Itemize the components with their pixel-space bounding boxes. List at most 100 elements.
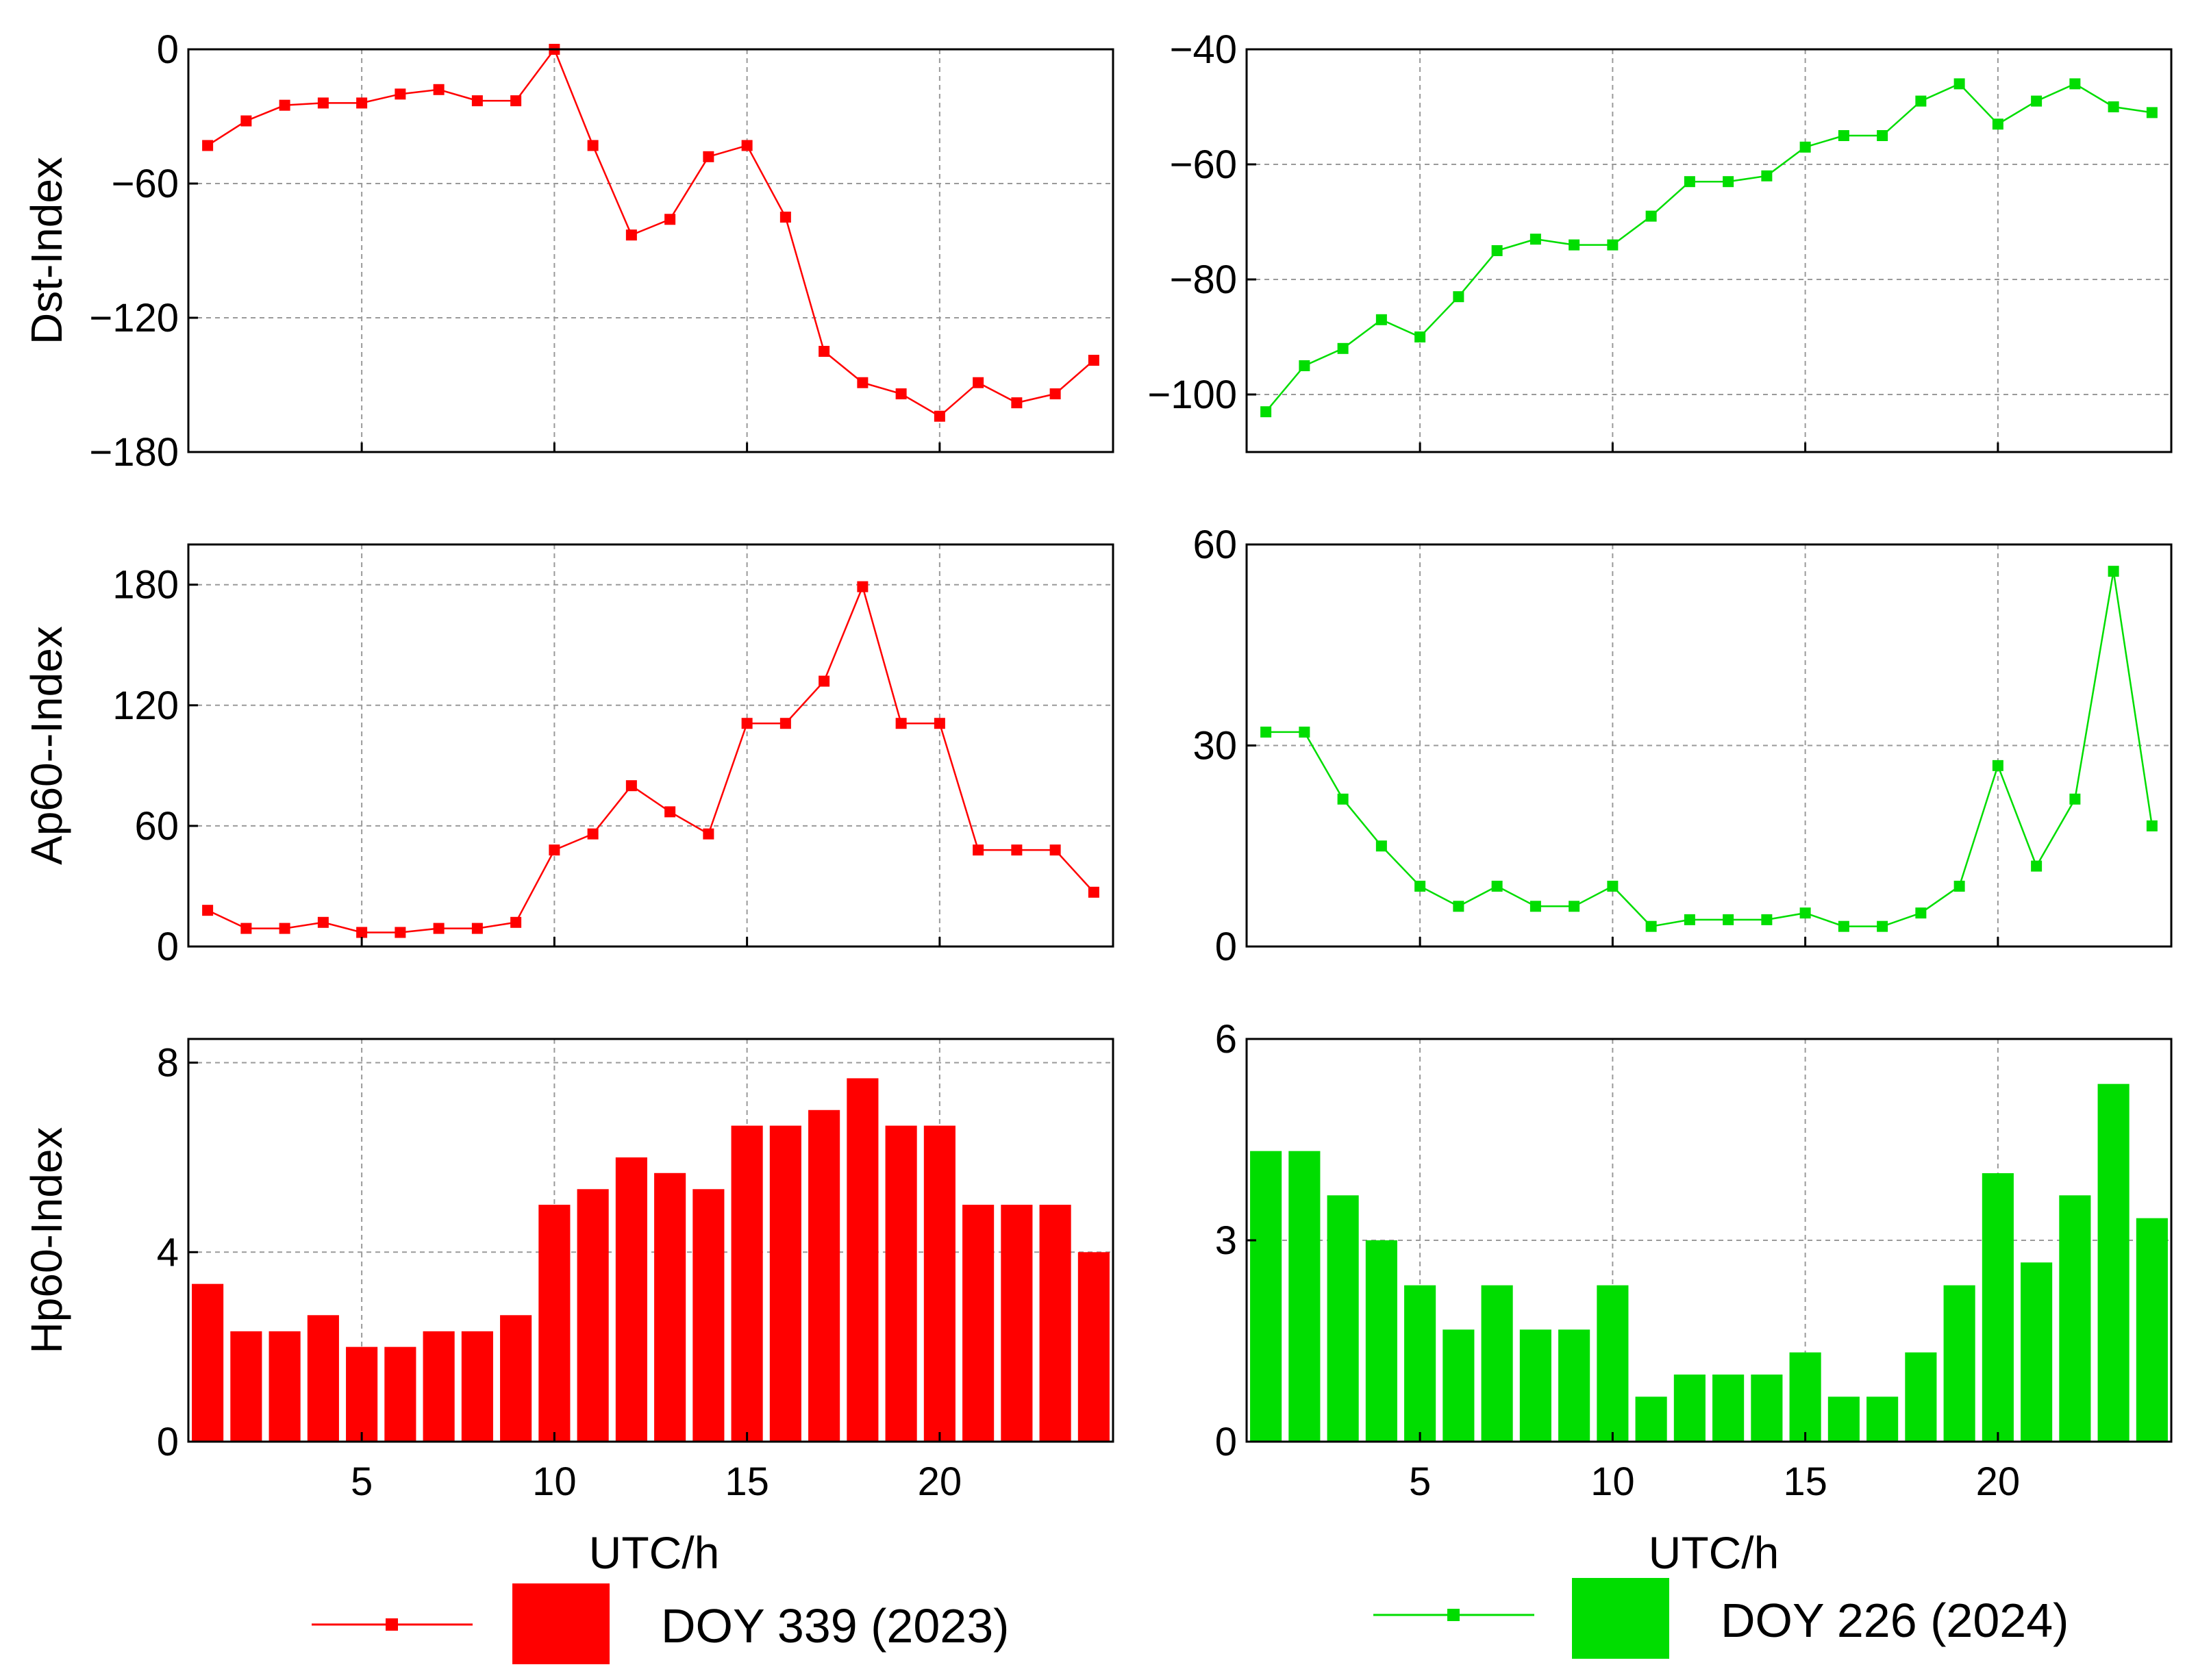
bar (654, 1173, 686, 1442)
y-tick-label: 4 (157, 1230, 179, 1275)
plot-frame (187, 48, 1114, 453)
data-point (2031, 860, 2043, 872)
y-tick-label: 0 (1215, 1420, 1237, 1464)
panel-1-line-chart: 0 −60 −120 −180 Dst-Index (22, 27, 1114, 475)
bar (615, 1157, 647, 1442)
data-point (1011, 844, 1023, 856)
data-point (2146, 107, 2158, 118)
data-point (1453, 291, 1464, 303)
data-point (857, 581, 869, 592)
panel-3-line-chart: 0 60 120 180 Ap60--Index (22, 543, 1114, 969)
series-line (207, 584, 1095, 933)
bar (268, 1331, 301, 1442)
bar (1635, 1396, 1667, 1442)
x-tick-label: 15 (1783, 1459, 1827, 1504)
data-point (1799, 907, 1811, 919)
data-point (741, 140, 753, 151)
bar (1597, 1285, 1629, 1442)
data-point (202, 905, 214, 916)
data-point (1953, 78, 1965, 90)
legend-2023: DOY 339 (2023) (312, 1583, 1009, 1664)
data-point (934, 718, 945, 729)
panel-4-line-chart: 0 30 60 (1192, 523, 2173, 969)
data-point (1414, 331, 1426, 342)
data-point (549, 844, 560, 856)
y-tick-label: −40 (1170, 27, 1237, 72)
data-point (395, 88, 406, 100)
bar (1443, 1329, 1475, 1442)
bar (1365, 1240, 1397, 1442)
data-point (1915, 95, 1927, 107)
y-tick-label: 6 (1215, 1017, 1237, 1062)
y-tick-label: 0 (1215, 925, 1237, 969)
legend-bar-swatch-2024 (1572, 1578, 1669, 1659)
series-line (1266, 571, 2153, 927)
data-point (819, 346, 830, 357)
y-tick-label: 120 (112, 684, 179, 728)
data-point (1011, 397, 1023, 409)
plot-frame (187, 543, 1114, 948)
x-tick-label: 20 (918, 1459, 962, 1504)
data-point (1375, 314, 1387, 325)
bar (1250, 1151, 1282, 1442)
legend-marker-sample-2023 (386, 1618, 398, 1631)
data-point (1761, 170, 1773, 181)
bar (2136, 1218, 2168, 1442)
bar (1519, 1329, 1551, 1442)
bar (500, 1315, 532, 1442)
data-point (741, 718, 753, 729)
legend-label-2023: DOY 339 (2023) (661, 1599, 1009, 1653)
y-axis-title: Dst-Index (22, 157, 71, 344)
data-point (973, 377, 984, 388)
bar (1404, 1285, 1436, 1442)
y-tick-label: −80 (1170, 258, 1237, 302)
data-point (1569, 901, 1580, 912)
bar (2059, 1195, 2091, 1442)
bar (1712, 1375, 1745, 1442)
bar (538, 1205, 571, 1442)
data-point (202, 140, 214, 151)
data-point (1645, 210, 1657, 222)
data-point (1088, 355, 1099, 366)
data-point (1299, 726, 1310, 738)
bar (1751, 1375, 1783, 1442)
data-point (934, 410, 945, 422)
data-point (1877, 130, 1888, 141)
bar (307, 1315, 339, 1442)
y-tick-label: 60 (1192, 523, 1237, 567)
bar (1481, 1285, 1513, 1442)
data-point (857, 377, 869, 388)
data-point (317, 916, 329, 928)
bar (1327, 1195, 1359, 1442)
data-point (395, 927, 406, 938)
x-axis-titles: UTC/h UTC/h (589, 1527, 1779, 1578)
data-point (279, 99, 290, 111)
y-tick-label: −180 (89, 430, 179, 475)
y-tick-label: 180 (112, 563, 179, 607)
bar (1288, 1151, 1321, 1442)
bar (1827, 1396, 1860, 1442)
data-point (1838, 920, 1849, 932)
panel-6-bar-chart: 0 3 6 5 10 15 20 (1215, 1017, 2173, 1504)
data-point (1049, 844, 1061, 856)
data-point (664, 214, 676, 225)
data-point (1375, 840, 1387, 852)
data-point (664, 806, 676, 818)
data-point (1529, 234, 1541, 245)
legend-label-2024: DOY 226 (2024) (1721, 1594, 2069, 1647)
y-tick-label: −120 (89, 296, 179, 340)
bar (1943, 1285, 1975, 1442)
bar (1039, 1205, 1071, 1442)
bar (577, 1189, 609, 1442)
data-point (1299, 360, 1310, 371)
data-point (2108, 566, 2119, 577)
panels: 0−60−120−180Dst-Index−40−60−80−100060120… (22, 27, 2173, 1504)
plot-frame (187, 1038, 1114, 1443)
bar (808, 1109, 840, 1442)
y-tick-label: 60 (134, 804, 179, 849)
data-point (1088, 886, 1099, 898)
bar (1077, 1252, 1110, 1442)
data-point (1799, 141, 1811, 153)
data-point (1838, 130, 1849, 141)
